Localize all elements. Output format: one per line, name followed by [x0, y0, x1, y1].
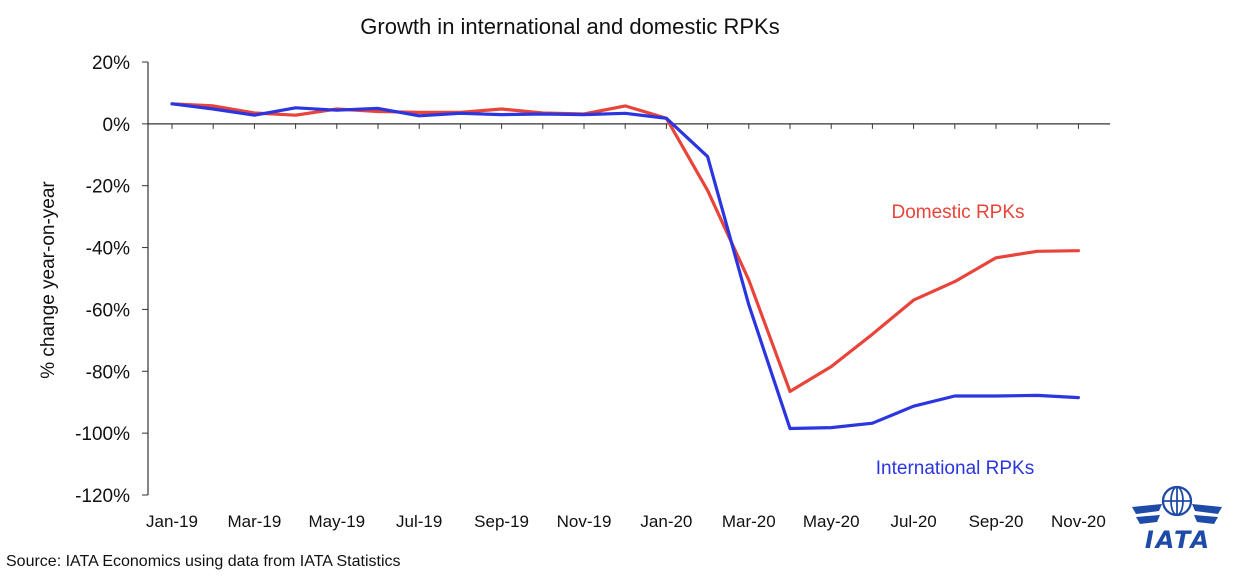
iata-logo-text: IATA — [1145, 526, 1211, 554]
y-tick-label: -80% — [86, 362, 130, 383]
domestic-rpks-label: Domestic RPKs — [891, 202, 1024, 223]
y-tick-label: 0% — [103, 115, 131, 136]
x-tick-label: May-19 — [308, 512, 365, 531]
x-tick-label: Jan-20 — [640, 512, 692, 531]
international-rpks-label: International RPKs — [876, 458, 1034, 479]
x-tick-label: Jul-20 — [890, 512, 936, 531]
international-rpks-line — [172, 104, 1078, 429]
y-tick-label: -40% — [86, 239, 130, 260]
iata-logo: IATA — [1132, 487, 1222, 554]
y-tick-label: -100% — [75, 424, 130, 445]
series-labels: Domestic RPKs International RPKs — [876, 202, 1034, 479]
series-lines — [172, 104, 1079, 429]
globe-wings-logo-icon — [1132, 487, 1222, 524]
chart-title: Growth in international and domestic RPK… — [360, 14, 779, 39]
axes — [142, 62, 1110, 495]
x-tick-label: Mar-19 — [227, 512, 281, 531]
y-tick-label: -20% — [86, 177, 130, 198]
y-tick-label: 20% — [92, 53, 130, 74]
x-tick-label: Jan-19 — [146, 512, 198, 531]
domestic-rpks-line — [172, 104, 1078, 392]
x-tick-label: Mar-20 — [722, 512, 776, 531]
x-tick-label: Sep-20 — [969, 512, 1024, 531]
y-axis-label: % change year-on-year — [38, 181, 59, 379]
x-tick-label: May-20 — [803, 512, 860, 531]
x-tick-label: Jul-19 — [396, 512, 442, 531]
source-note: Source: IATA Economics using data from I… — [6, 553, 401, 571]
y-tick-label: -60% — [86, 300, 130, 321]
y-tick-label: -120% — [75, 486, 130, 507]
x-tick-label: Sep-19 — [474, 512, 529, 531]
x-tick-label: Nov-19 — [557, 512, 612, 531]
x-tick-label: Nov-20 — [1051, 512, 1106, 531]
